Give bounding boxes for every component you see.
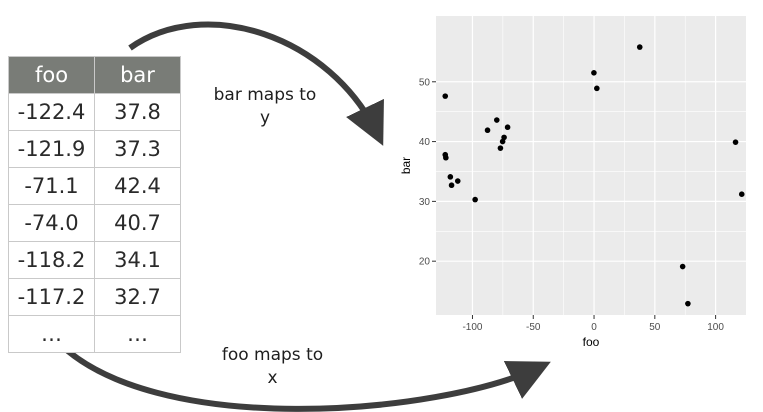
table-row: -122.4 37.8 bbox=[8, 93, 181, 131]
caption-line: x bbox=[267, 368, 278, 388]
scatter-point bbox=[497, 145, 504, 151]
table-cell-foo: -118.2 bbox=[8, 241, 95, 279]
x-tick-label: -100 bbox=[462, 322, 482, 333]
bar-maps-to-y-caption: bar maps to y bbox=[205, 84, 325, 130]
x-tick-label: -50 bbox=[526, 322, 541, 333]
scatter-point bbox=[504, 124, 511, 131]
y-tick-label: 50 bbox=[419, 77, 431, 88]
column-header-foo: foo bbox=[8, 56, 95, 94]
table-row: -121.9 37.3 bbox=[8, 130, 181, 168]
scatter-point bbox=[484, 127, 491, 134]
table-header-row: foo bar bbox=[8, 56, 181, 94]
table-row: -71.1 42.4 bbox=[8, 167, 181, 205]
y-tick-label: 40 bbox=[419, 137, 431, 148]
table-cell-bar: 42.4 bbox=[94, 167, 181, 205]
scatter-point bbox=[442, 93, 449, 99]
table-cell-foo: -71.1 bbox=[8, 167, 95, 205]
table-cell-bar: … bbox=[94, 315, 181, 353]
foo-maps-to-x-caption: foo maps to x bbox=[210, 344, 335, 390]
scatter-point bbox=[738, 191, 745, 198]
x-tick-label: 50 bbox=[649, 322, 661, 333]
scatter-point bbox=[472, 196, 478, 203]
scatter-point bbox=[685, 300, 691, 307]
scatter-point bbox=[454, 178, 461, 184]
scatter-point bbox=[732, 139, 739, 145]
scatter-point bbox=[594, 85, 600, 92]
scatter-point bbox=[448, 182, 455, 189]
caption-line: y bbox=[259, 108, 271, 128]
table-row: -117.2 32.7 bbox=[8, 278, 181, 316]
scatter-point bbox=[499, 138, 506, 145]
x-axis-label: foo bbox=[583, 335, 600, 349]
scatter-point bbox=[493, 117, 500, 123]
scatter-point bbox=[679, 263, 686, 270]
table-row: … … bbox=[8, 315, 181, 353]
caption-line: foo maps to bbox=[221, 345, 324, 365]
table-cell-bar: 37.3 bbox=[94, 130, 181, 168]
x-tick-label: 100 bbox=[707, 322, 724, 333]
caption-line: bar maps to bbox=[213, 85, 317, 105]
scatter-point bbox=[443, 154, 449, 161]
data-table: foo bar -122.4 37.8 -121.9 37.3 -71.1 42… bbox=[8, 56, 181, 353]
y-tick-label: 20 bbox=[419, 257, 431, 268]
table-cell-foo: -122.4 bbox=[8, 93, 95, 131]
column-header-bar: bar bbox=[94, 56, 181, 94]
table-row: -74.0 40.7 bbox=[8, 204, 181, 242]
scatter-point bbox=[591, 70, 597, 76]
table-cell-foo: -74.0 bbox=[8, 204, 95, 242]
y-tick-label: 30 bbox=[419, 197, 431, 208]
bar-to-y-arrow bbox=[128, 21, 384, 146]
foo-to-x-arrow bbox=[52, 336, 551, 412]
scatter-point bbox=[636, 44, 643, 50]
scatter-point bbox=[447, 174, 454, 180]
table-cell-foo: -117.2 bbox=[8, 278, 95, 316]
table-cell-bar: 32.7 bbox=[94, 278, 181, 316]
x-tick-label: 0 bbox=[591, 322, 597, 333]
table-cell-bar: 37.8 bbox=[94, 93, 181, 131]
table-cell-bar: 40.7 bbox=[94, 204, 181, 242]
plot-panel bbox=[436, 16, 746, 315]
table-cell-foo: … bbox=[8, 315, 95, 353]
y-axis-label: bar bbox=[399, 157, 413, 174]
